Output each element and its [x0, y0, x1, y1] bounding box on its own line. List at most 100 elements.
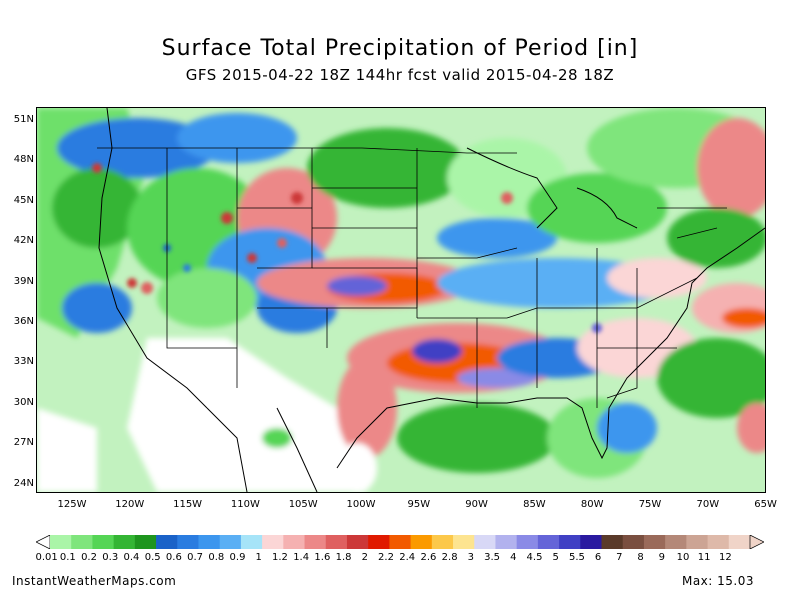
legend-label: 0.01: [35, 552, 58, 563]
legend-cell: [686, 535, 709, 549]
legend-label: 0.7: [187, 552, 204, 563]
legend-cell: [240, 535, 263, 549]
max-value: Max: 15.03: [681, 574, 754, 588]
lon-label: 65W: [754, 499, 777, 510]
legend-label: 7: [616, 552, 623, 563]
legend-arrow-left: [36, 535, 51, 549]
map-title: Surface Total Precipitation of Period [i…: [161, 36, 639, 61]
legend-cell: [113, 535, 136, 549]
state-borders: [97, 147, 727, 408]
lon-label: 70W: [696, 499, 720, 510]
precipitation-field: [37, 108, 765, 492]
legend-label: 2.4: [399, 552, 416, 563]
legend-label: 0.9: [229, 552, 246, 563]
lat-label: 45N: [13, 194, 34, 206]
lon-label: 110W: [230, 499, 260, 510]
legend-label: 12: [719, 552, 732, 563]
lon-label: 95W: [407, 499, 431, 510]
legend-label: 4.5: [526, 552, 543, 563]
legend-cell: [346, 535, 369, 549]
lon-label: 75W: [638, 499, 662, 510]
legend-label: 0.1: [59, 552, 76, 563]
coastlines: [98, 108, 765, 492]
legend-label: 4: [510, 552, 517, 563]
legend-cell: [495, 535, 518, 549]
lon-label: 90W: [465, 499, 488, 510]
legend-label: 2.6: [420, 552, 437, 563]
lon-label: 115W: [173, 499, 203, 510]
legend-cell: [431, 535, 454, 549]
lat-label: 33N: [13, 356, 34, 368]
legend-cell: [198, 535, 221, 549]
lon-label: 85W: [523, 499, 546, 510]
lat-label: 30N: [13, 396, 34, 408]
legend-label: 11: [697, 552, 711, 563]
map-subtitle: GFS 2015-04-22 18Z 144hr fcst valid 2015…: [185, 66, 615, 84]
lon-label: 80W: [580, 499, 604, 510]
legend-label: 0.2: [81, 552, 97, 563]
legend-cell: [580, 535, 603, 549]
lat-label: 51N: [13, 114, 34, 125]
lon-label: 125W: [57, 499, 87, 510]
legend-label: 6: [594, 552, 602, 563]
legend-label: 10: [676, 552, 690, 563]
legend-cell: [622, 535, 645, 549]
legend-label: 0.6: [165, 552, 182, 563]
legend-label: 1.6: [314, 552, 331, 563]
legend-labels: 0.01 0.1 0.2 0.3 0.4 0.5 0.6 0.7 0.8 0.9 1 1.2 1.4 1.…: [35, 552, 758, 566]
legend-label: 1.2: [271, 552, 288, 563]
legend-label: 3.5: [484, 552, 500, 563]
legend-cell: [516, 535, 539, 549]
legend-cell: [177, 535, 199, 549]
legend-label: 1.8: [335, 552, 352, 563]
legend-cell: [559, 535, 581, 549]
legend-cell: [453, 535, 475, 549]
legend-label: 1: [255, 552, 262, 563]
legend-label: 0.4: [123, 552, 140, 563]
legend-cell: [50, 535, 72, 549]
precipitation-shading: [37, 108, 765, 492]
legend-cell: [707, 535, 730, 549]
legend-label: 0.8: [208, 552, 225, 563]
legend-cell: [537, 535, 560, 549]
legend-cell: [368, 535, 390, 549]
legend-label: 3: [467, 552, 475, 563]
legend-cell: [71, 535, 93, 549]
legend-cell: [643, 535, 666, 549]
legend-cell: [134, 535, 157, 549]
lat-label: 48N: [13, 154, 34, 166]
legend-cell: [728, 535, 751, 549]
source-credit: InstantWeatherMaps.com: [12, 574, 177, 588]
legend-label: 2: [361, 552, 368, 563]
lat-label: 24N: [13, 477, 34, 489]
legend-cell: [219, 535, 242, 549]
lat-label: 39N: [13, 275, 34, 287]
lon-label: 105W: [288, 499, 318, 510]
lon-label: 100W: [346, 499, 376, 510]
legend-cell: [325, 535, 348, 549]
precipitation-map: [36, 107, 766, 493]
precipitation-speckles: [92, 163, 602, 333]
legend-label: 0.5: [144, 552, 161, 563]
legend-label: 1.4: [293, 552, 310, 563]
legend-cell: [92, 535, 115, 549]
legend-cell: [665, 535, 687, 549]
lat-label: 36N: [13, 316, 34, 327]
lat-label: 42N: [13, 235, 34, 247]
color-legend: [36, 535, 764, 549]
legend-cell: [601, 535, 624, 549]
legend-cell: [474, 535, 496, 549]
lon-label: 120W: [115, 499, 145, 510]
legend-cell: [304, 535, 327, 549]
legend-label: 5.5: [568, 552, 585, 563]
legend-label: 9: [658, 552, 665, 563]
legend-label: 2.2: [378, 552, 394, 563]
lat-label: 27N: [13, 437, 34, 449]
legend-label: 8: [637, 552, 644, 563]
legend-label: 0.3: [102, 552, 119, 563]
legend-label: 2.8: [441, 552, 458, 563]
legend-cell: [410, 535, 433, 549]
legend-cell: [262, 535, 284, 549]
legend-cell: [283, 535, 306, 549]
legend-arrow-right: [749, 535, 764, 549]
